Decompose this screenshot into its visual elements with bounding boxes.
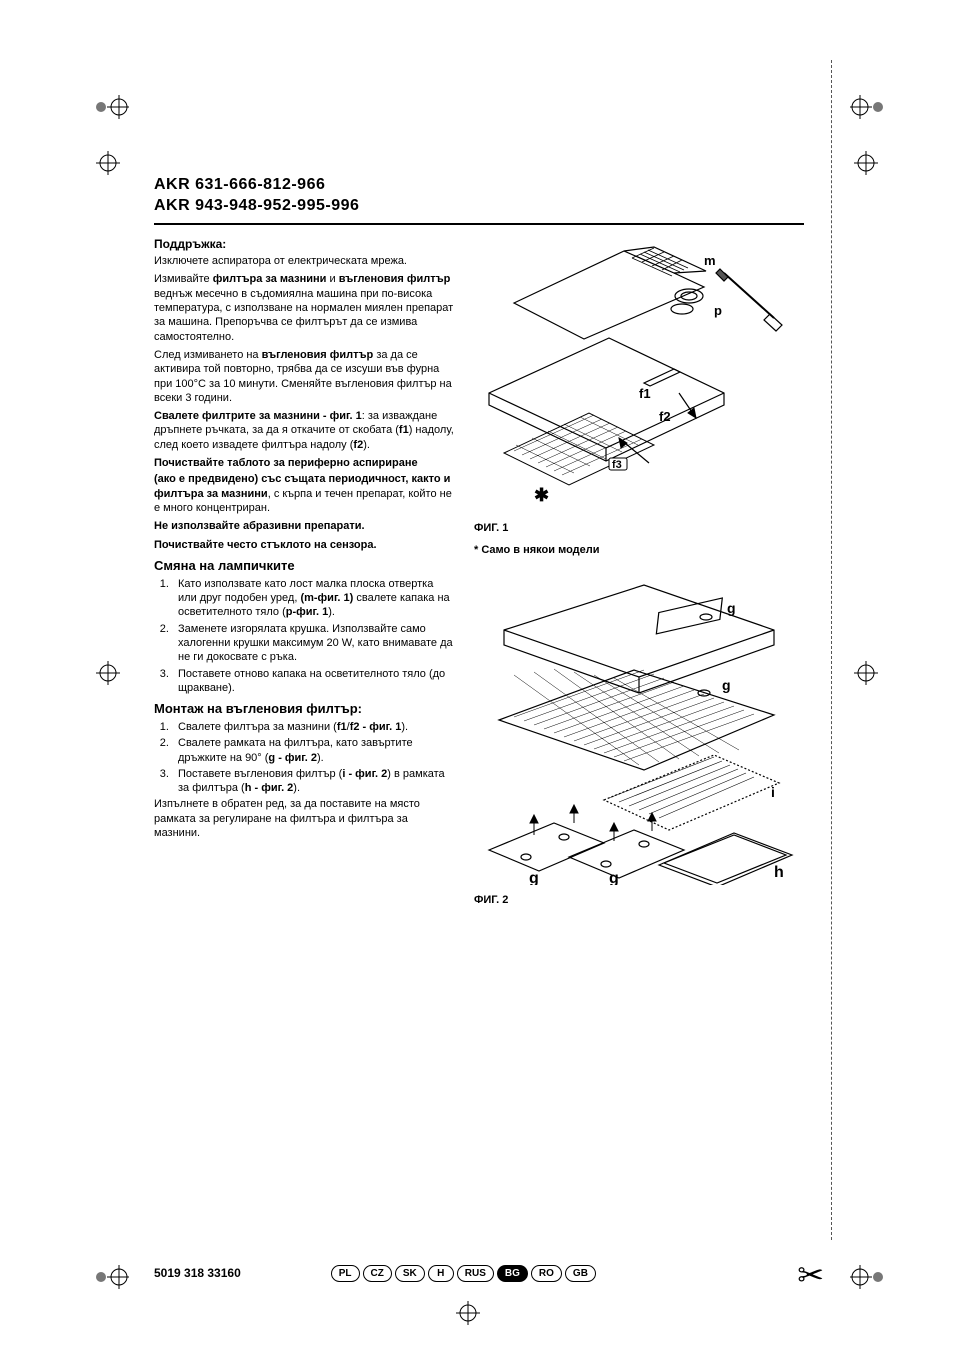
fig1-label-f2: f2 (659, 409, 671, 424)
maintenance-p4: Свалете филтрите за мазнини - фиг. 1: за… (154, 409, 454, 452)
print-registration-mark (850, 90, 884, 124)
fold-line-vertical (831, 60, 832, 1240)
lang-pill-gb: GB (565, 1265, 596, 1282)
print-registration-mark (853, 150, 879, 176)
figure-1: m p f1 f2 f3 ✱ (474, 243, 804, 513)
svg-text:h: h (774, 864, 784, 881)
lamps-item-2: Заменете изгорялата крушка. Използвайте … (172, 622, 454, 665)
lang-pill-bg: BG (497, 1265, 528, 1282)
lamps-item-1: Като използвате като лост малка плоска о… (172, 577, 454, 620)
right-column: m p f1 f2 f3 ✱ ФИГ. 1 * Само в някои мод… (474, 235, 804, 908)
fig2-caption: ФИГ. 2 (474, 893, 804, 907)
maintenance-heading: Поддръжка: (154, 237, 454, 253)
fig1-label-f1: f1 (639, 386, 651, 401)
svg-text:g: g (609, 870, 619, 885)
left-column: Поддръжка: Изключете аспиратора от елект… (154, 235, 454, 908)
language-pills: PLCZSKHRUSBGROGB (331, 1265, 596, 1282)
lang-pill-pl: PL (331, 1265, 360, 1282)
print-registration-mark (455, 1300, 481, 1326)
maintenance-p5: Почиствайте таблото за периферно аспирир… (154, 456, 454, 470)
filter-list: Свалете филтъра за мазнини (f1/f2 - фиг.… (154, 720, 454, 795)
filter-item-2: Свалете рамката на филтъра, като завърти… (172, 736, 454, 765)
title-line-1: AKR 631-666-812-966 (154, 175, 804, 196)
lang-pill-rus: RUS (457, 1265, 494, 1282)
fig1-note: * Само в някои модели (474, 543, 804, 557)
filter-item-3: Поставете въгленовия филтър (i - фиг. 2)… (172, 767, 454, 796)
svg-text:g: g (529, 870, 539, 885)
print-registration-mark (853, 660, 879, 686)
lang-pill-cz: CZ (363, 1265, 392, 1282)
print-registration-mark (95, 150, 121, 176)
print-registration-mark (95, 660, 121, 686)
fig1-label-star: ✱ (534, 485, 549, 505)
maintenance-p8: Почиствайте често стъклото на сензора. (154, 538, 454, 552)
lang-pill-h: H (428, 1265, 454, 1282)
maintenance-p6: (ако е предвидено) със същата периодично… (154, 472, 454, 515)
svg-text:g: g (722, 677, 731, 693)
maintenance-p2: Измивайте филтъра за мазнини и въгленови… (154, 272, 454, 343)
figure-2: g g i g g h (474, 575, 804, 885)
print-registration-mark (95, 1260, 129, 1294)
lamps-heading: Смяна на лампичките (154, 558, 454, 575)
svg-text:i: i (771, 784, 775, 800)
lamps-list: Като използвате като лост малка плоска о… (154, 577, 454, 695)
fig1-label-p: p (714, 303, 722, 318)
filter-heading: Монтаж на въгленовия филтър: (154, 701, 454, 718)
title-block: AKR 631-666-812-966 AKR 943-948-952-995-… (154, 175, 804, 225)
maintenance-p3: След измиването на въгленовия филтър за … (154, 348, 454, 405)
maintenance-p7: Не използвайте абразивни препарати. (154, 519, 454, 533)
filter-after: Изпълнете в обратен ред, за да поставите… (154, 797, 454, 840)
fig1-label-f3: f3 (612, 459, 622, 471)
maintenance-p1: Изключете аспиратора от електрическата м… (154, 254, 454, 268)
fig1-caption: ФИГ. 1 (474, 521, 804, 535)
print-registration-mark (850, 1260, 884, 1294)
filter-item-1: Свалете филтъра за мазнини (f1/f2 - фиг.… (172, 720, 454, 734)
lang-pill-ro: RO (531, 1265, 562, 1282)
footer-code: 5019 318 33160 (154, 1266, 241, 1282)
fig1-label-m: m (704, 253, 716, 268)
footer: 5019 318 33160 PLCZSKHRUSBGROGB (154, 1265, 804, 1282)
svg-text:g: g (727, 600, 736, 616)
title-line-2: AKR 943-948-952-995-996 (154, 196, 804, 217)
lang-pill-sk: SK (395, 1265, 425, 1282)
page-content: AKR 631-666-812-966 AKR 943-948-952-995-… (154, 175, 804, 907)
print-registration-mark (95, 90, 129, 124)
lamps-item-3: Поставете отново капака на осветителното… (172, 667, 454, 696)
